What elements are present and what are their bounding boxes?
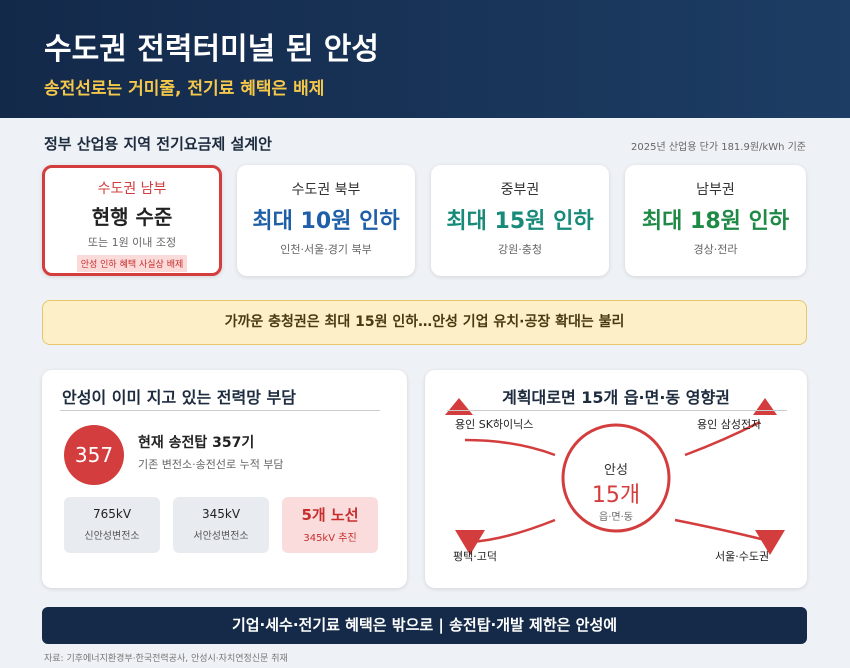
place: 서울·수도권: [715, 550, 770, 563]
section-title: 정부 산업용 지역 전기요금제 설계안: [44, 135, 272, 153]
center-bottom: 읍·면·동: [599, 512, 633, 523]
place: 평택·고덕: [453, 550, 497, 563]
box: 765kV 신안성변전소: [64, 497, 160, 553]
panel-title: 안성이 이미 지고 있는 전력망 부담: [62, 388, 296, 407]
headline: 최대 18원 인하: [641, 209, 790, 234]
card: 수도권 남부 현행 수준 또는 1원 이내 조정 안성 인하 혜택 사실상 배제: [42, 165, 222, 276]
card: 수도권 북부 최대 10원 인하 인천·서울·경기 북부: [237, 165, 415, 276]
note: 2025년 산업용 단가 181.9원/kWh 기준: [631, 142, 806, 153]
detail: 인천·서울·경기 북부: [280, 243, 372, 256]
region: 중부권: [500, 182, 540, 198]
place: 용인 삼성전자: [697, 418, 762, 431]
tag: 안성 인하 혜택 사실상 배제: [76, 255, 188, 272]
banner: 가까운 충청권은 최대 15원 인하…안성 기업 유치·공장 확대는 불리: [42, 300, 807, 345]
source: 자료: 기후에너지환경부·한국전력공사, 안성시·자치연정신문 취재: [44, 654, 288, 664]
title: 수도권 전력터미널 된 안성: [44, 32, 379, 67]
detail: 또는 1원 이내 조정: [87, 236, 177, 249]
center-top: 안성: [604, 463, 628, 478]
box-top: 345kV: [201, 507, 241, 521]
headline: 최대 15원 인하: [446, 209, 594, 234]
center-circle: [561, 423, 671, 533]
region: 수도권 남부: [97, 181, 167, 197]
subtitle: 송전선로는 거미줄, 전기료 혜택은 배제: [44, 79, 325, 99]
arrow-lines: [464, 420, 766, 544]
burden-panel: 안성이 이미 지고 있는 전력망 부담 357 현재 송전탑 357기 기존 변…: [42, 370, 407, 588]
divider: [447, 410, 787, 411]
header: 수도권 전력터미널 된 안성 송전선로는 거미줄, 전기료 혜택은 배제: [0, 0, 850, 118]
place: 용인 SK하이닉스: [455, 418, 534, 431]
detail: 강원·충청: [498, 243, 542, 256]
panel-title: 계획대로면 15개 읍·면·동 영향권: [502, 388, 730, 407]
footer-bar: 기업·세수·전기료 혜택은 밖으로 | 송전탑·개발 제한은 안성에: [42, 607, 807, 644]
divider: [60, 410, 380, 411]
impact-panel: 계획대로면 15개 읍·면·동 영향권 안성 15개 읍·면·동 용인 SK하이…: [425, 370, 807, 588]
badge: 357: [64, 425, 124, 485]
region: 수도권 북부: [291, 182, 361, 198]
box-bottom: 서안성변전소: [193, 531, 249, 542]
headline: 현재 송전탑 357기: [138, 435, 255, 451]
box: 345kV 서안성변전소: [173, 497, 269, 553]
card: 중부권 최대 15원 인하 강원·충청: [431, 165, 609, 276]
card: 남부권 최대 18원 인하 경상·전라: [625, 165, 806, 276]
box-bottom: 신안성변전소: [84, 531, 140, 542]
box: 5개 노선 345kV 추진: [282, 497, 378, 553]
detail: 기존 변전소·송전선로 누적 부담: [138, 458, 284, 471]
center-main: 15개: [591, 483, 641, 508]
detail: 경상·전라: [693, 243, 738, 256]
headline: 현행 수준: [91, 205, 173, 229]
box-bottom: 345kV 추진: [303, 533, 357, 544]
region: 남부권: [696, 182, 735, 198]
headline: 최대 10원 인하: [252, 209, 400, 234]
box-top: 5개 노선: [301, 506, 359, 524]
box-top: 765kV: [92, 507, 132, 521]
